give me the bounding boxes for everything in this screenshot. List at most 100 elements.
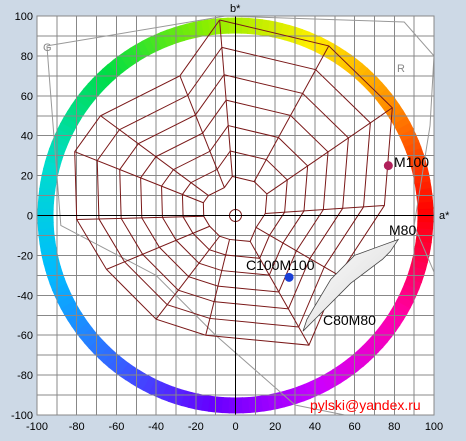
hue-ring-segment (417, 220, 434, 230)
hue-ring-segment (416, 226, 434, 237)
hue-ring-segment (392, 115, 411, 131)
hue-ring-segment (398, 127, 417, 142)
hue-ring-segment (320, 372, 336, 391)
gamut-spoke (219, 19, 233, 177)
outer-gamut-line (46, 16, 434, 415)
gamut-spoke (74, 151, 204, 204)
hue-ring-segment (37, 194, 55, 205)
hue-ring-segment (386, 310, 405, 327)
hue-ring-segment (107, 59, 124, 77)
y-tick-label: 60 (21, 91, 33, 103)
hue-ring-segment (331, 365, 348, 384)
hue-ring-segment (113, 358, 130, 377)
gamut-ring-4 (140, 99, 329, 293)
y-tick-label: 0 (27, 211, 33, 223)
hue-ring-segment (227, 17, 236, 34)
hue-ring-segment (37, 208, 54, 217)
hue-ring-segment (401, 282, 420, 296)
hue-ring-segment (160, 29, 174, 48)
hue-ring-segment (228, 397, 237, 414)
gamut-ring-6 (96, 46, 371, 328)
hue-ring-segment (37, 215, 54, 224)
annotation-m80: M80 (389, 222, 416, 238)
hue-ring-segment (309, 378, 324, 397)
hue-ring-segment (378, 321, 397, 338)
hue-ring-segment (75, 322, 93, 339)
x-tick-label: -60 (108, 421, 124, 433)
hue-ring-segment (297, 383, 311, 402)
hue-ring-segment (71, 317, 89, 333)
hue-ring-segment (336, 50, 352, 69)
hue-ring-segment (49, 277, 68, 291)
hue-ring-segment (404, 276, 422, 290)
x-tick-label: 100 (425, 421, 443, 433)
gamut-ring-7 (74, 19, 393, 346)
gamut-ring-1 (202, 175, 268, 242)
gradient-tube (302, 238, 400, 332)
data-point (383, 161, 393, 171)
data-point (284, 272, 294, 282)
hue-ring-segment (97, 68, 114, 86)
hue-ring-segment (352, 349, 369, 368)
hue-ring-segment (102, 63, 119, 82)
annotation-c80m80: C80M80 (323, 312, 376, 328)
hue-ring-segment (347, 354, 364, 372)
hue-ring-segment (214, 396, 225, 414)
hue-ring-segment (382, 316, 401, 332)
gamut-spoke (100, 115, 209, 196)
hue-ring-segment (37, 201, 54, 211)
x-tick-label: 0 (232, 421, 238, 433)
hue-ring-segment (147, 34, 162, 53)
hue-ring-segment (64, 306, 82, 322)
hue-ring-segment (130, 369, 146, 388)
hue-ring-segment (417, 214, 434, 223)
y-tick-label: -100 (11, 410, 33, 422)
y-tick-label: 20 (21, 171, 33, 183)
hue-ring-segment (70, 99, 89, 115)
gradient-tube-shape (302, 238, 400, 332)
hue-ring-segment (395, 121, 414, 136)
hue-ring-segment (314, 36, 329, 55)
hue-ring-segment (136, 373, 152, 391)
hue-ring-segment (49, 141, 67, 155)
y-tick-label: 40 (21, 131, 33, 143)
x-tick-label: 80 (388, 421, 400, 433)
y-axis-label: b* (230, 3, 241, 15)
hue-ring-segment (417, 207, 434, 216)
hue-ring-segment (366, 336, 384, 353)
hue-ring-segment (393, 299, 411, 315)
gamut-spoke (205, 239, 231, 336)
hue-ring-segment (87, 78, 105, 95)
gamut-spoke (255, 227, 339, 276)
gamut-ring-2 (181, 150, 288, 259)
gamut-spoke (249, 241, 310, 346)
y-tick-label: -60 (17, 330, 33, 342)
x-tick-label: -40 (148, 421, 164, 433)
hue-ring-segment (129, 44, 145, 62)
hue-ring-segment (246, 17, 257, 35)
hue-ring-segment (141, 37, 156, 56)
hue-ring-segment (378, 92, 396, 109)
hue-ring-segment (74, 93, 93, 110)
axes (37, 16, 434, 415)
hue-ring-segment (357, 345, 374, 363)
hue-ring-segment (54, 289, 73, 304)
x-tick-label: 60 (348, 421, 360, 433)
plot-border (36, 15, 435, 416)
x-tick-label: -80 (69, 421, 85, 433)
gamut-spoke (106, 225, 210, 270)
hue-ring-segment (374, 326, 393, 343)
x-tick-label: 40 (309, 421, 321, 433)
gamut-ring-3 (161, 125, 309, 276)
point-label-c100m100: C100M100 (246, 257, 315, 273)
hue-ring-segment (56, 122, 75, 137)
hue-ring-segment (179, 23, 192, 41)
hue-ring-segment (135, 40, 151, 59)
x-tick-label: 20 (269, 421, 281, 433)
gamut-spoke (265, 205, 385, 215)
gamut-outline (46, 16, 434, 415)
hue-ring-segment (119, 362, 135, 381)
watermark: pylski@yandex.ru (310, 397, 421, 413)
corner-label-r: R (397, 63, 405, 75)
